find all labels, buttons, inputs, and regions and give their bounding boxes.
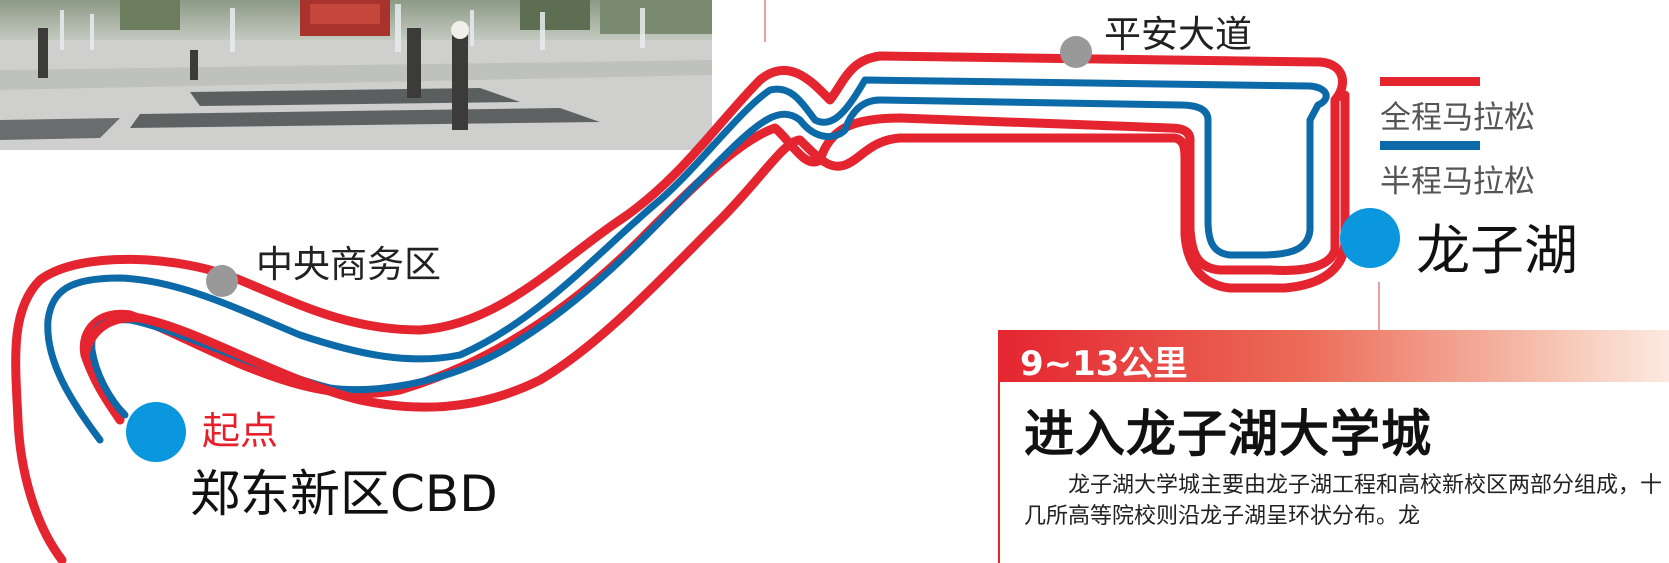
end-location-name: 龙子湖 bbox=[1416, 219, 1578, 282]
info-panel: 9~13公里 进入龙子湖大学城 龙子湖大学城主要由龙子湖工程和高校新校区两部分组… bbox=[998, 330, 1669, 563]
connector-line-top bbox=[764, 0, 766, 42]
landmark-cbd-label: 中央商务区 bbox=[256, 243, 441, 286]
legend-full-label: 全程马拉松 bbox=[1380, 100, 1535, 136]
cbd-landmark-marker bbox=[206, 265, 238, 297]
connector-line-right bbox=[1378, 282, 1380, 332]
start-marker bbox=[126, 402, 186, 462]
legend-full-swatch bbox=[1380, 77, 1480, 86]
start-location-name: 郑东新区CBD bbox=[190, 465, 498, 523]
start-tag: 起点 bbox=[202, 409, 279, 453]
legend-half-swatch bbox=[1380, 141, 1480, 150]
info-km-range: 9~13公里 bbox=[1020, 344, 1188, 384]
end-marker bbox=[1340, 208, 1400, 268]
half-route-outer bbox=[44, 76, 1330, 444]
info-body-text: 龙子湖大学城主要由龙子湖工程和高校新校区两部分组成，十几所高等院校则沿龙子湖呈环… bbox=[1024, 473, 1663, 529]
plaza-photo bbox=[0, 0, 712, 150]
info-left-border bbox=[998, 382, 1000, 563]
info-title: 进入龙子湖大学城 bbox=[1024, 405, 1432, 463]
full-route-inner bbox=[80, 90, 1350, 412]
info-header-bar: 9~13公里 bbox=[998, 330, 1669, 384]
legend-half-label: 半程马拉松 bbox=[1380, 164, 1535, 200]
landmark-pingan-label: 平安大道 bbox=[1104, 13, 1252, 56]
pingan-landmark-marker bbox=[1060, 36, 1092, 68]
